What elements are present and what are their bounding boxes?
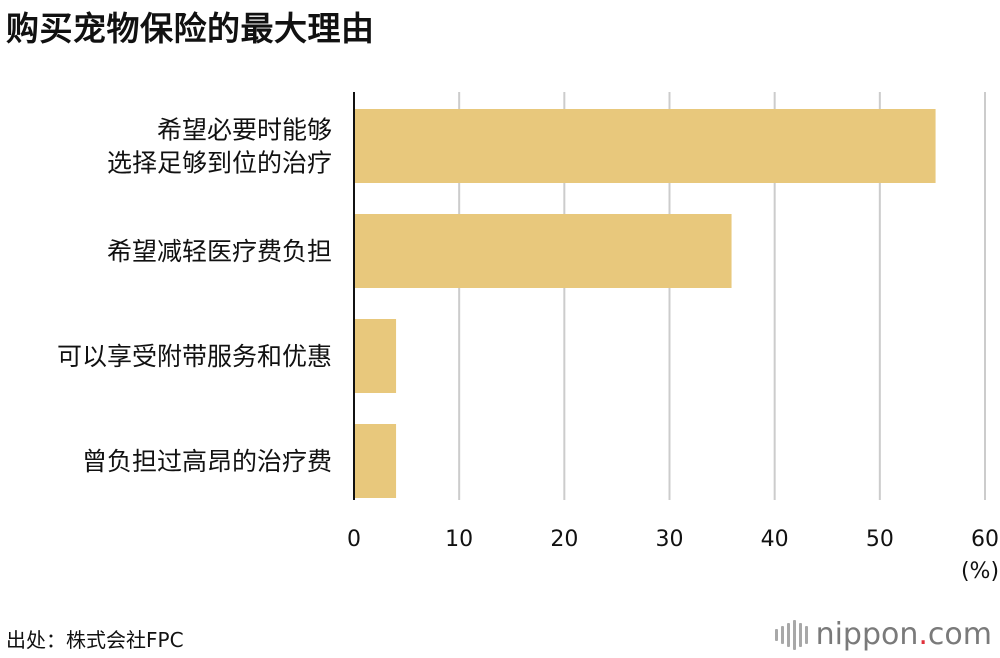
bar-2 — [354, 319, 397, 393]
nippon-bars-icon — [774, 619, 808, 650]
x-tick-labels: 0 10 20 30 40 50 60 — [347, 527, 999, 552]
logo-suffix: com — [927, 617, 992, 652]
chart-title: 购买宠物保险的最大理由 — [6, 9, 375, 48]
source-note: 出处：株式会社FPC — [6, 628, 184, 652]
x-tick-label: 10 — [445, 527, 473, 552]
category-label: 曾负担过高昂的治疗费 — [82, 447, 332, 476]
x-tick-label: 0 — [347, 527, 361, 552]
bar-0 — [354, 109, 936, 183]
x-tick-label: 20 — [550, 527, 578, 552]
bar-3 — [354, 424, 397, 498]
category-labels: 希望必要时能够选择足够到位的治疗希望减轻医疗费负担可以享受附带服务和优惠曾负担过… — [57, 116, 332, 477]
category-label: 希望减轻医疗费负担 — [107, 237, 332, 266]
category-label: 可以享受附带服务和优惠 — [57, 342, 332, 371]
bars — [354, 109, 936, 498]
bar-1 — [354, 214, 732, 288]
x-axis-unit: (%) — [961, 559, 999, 584]
nippon-logo[interactable]: nippon.com — [774, 617, 992, 652]
logo-dot: . — [918, 617, 928, 652]
x-tick-label: 40 — [761, 527, 789, 552]
logo-text: nippon.com — [815, 617, 992, 652]
x-tick-label: 30 — [656, 527, 684, 552]
x-tick-label: 60 — [971, 527, 999, 552]
category-label: 希望必要时能够 — [157, 116, 332, 145]
category-label: 选择足够到位的治疗 — [107, 149, 332, 178]
x-tick-label: 50 — [866, 527, 894, 552]
